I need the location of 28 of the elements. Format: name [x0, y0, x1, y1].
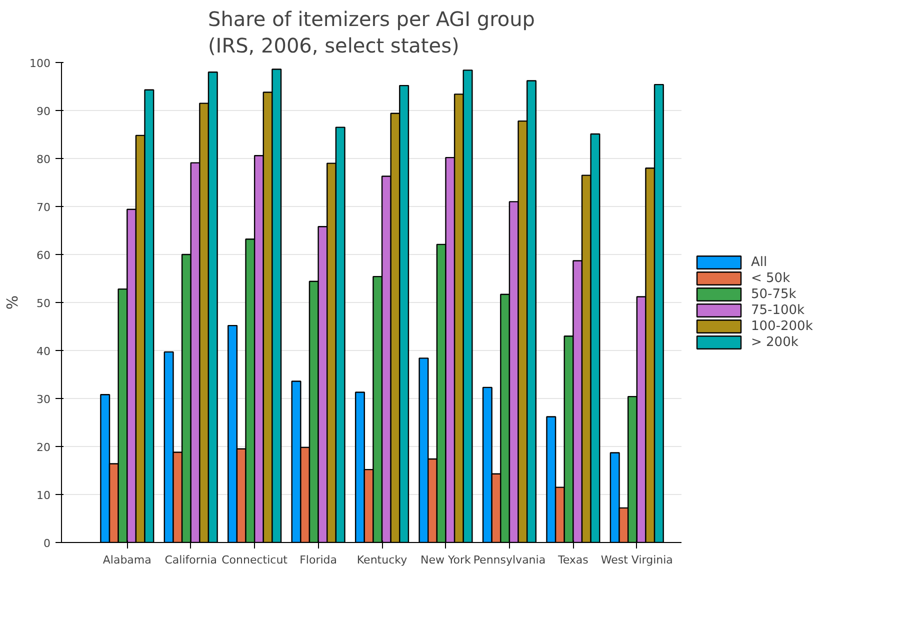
x-tick-label: Connecticut — [222, 554, 288, 566]
y-tick-label: 60 — [36, 249, 51, 262]
x-tick-label: Texas — [556, 554, 589, 566]
x-tick-label: New York — [420, 554, 472, 566]
chart-title: Share of itemizers per AGI group (IRS, 2006, select states) — [208, 7, 536, 58]
y-tick-label: 90 — [36, 105, 51, 118]
legend-label: < 50k — [751, 270, 790, 286]
x-tick-label: Pennsylvania — [473, 554, 546, 566]
y-axis-title: % — [4, 295, 22, 310]
legend-label: 75-100k — [751, 302, 805, 318]
y-tick-label: 20 — [36, 441, 51, 454]
legend-label: > 200k — [751, 334, 798, 350]
x-tick-label: West Virginia — [600, 554, 673, 566]
legend-label: 50-75k — [751, 286, 796, 302]
x-tick-label: Florida — [300, 554, 338, 566]
y-tick-label: 50 — [36, 297, 51, 310]
x-tick-label: Kentucky — [356, 554, 408, 566]
y-tick-label: 0 — [44, 537, 50, 550]
x-tick-label: California — [164, 554, 217, 566]
y-tick-label: 70 — [36, 201, 51, 214]
legend-label: All — [751, 254, 768, 270]
y-tick-label: 100 — [30, 57, 51, 70]
y-tick-label: 40 — [36, 345, 51, 358]
y-tick-label: 30 — [36, 393, 51, 406]
x-tick-label: Alabama — [102, 554, 152, 566]
y-tick-label: 80 — [36, 153, 51, 166]
legend-label: 100-200k — [751, 318, 813, 334]
y-tick-label: 10 — [36, 489, 51, 502]
